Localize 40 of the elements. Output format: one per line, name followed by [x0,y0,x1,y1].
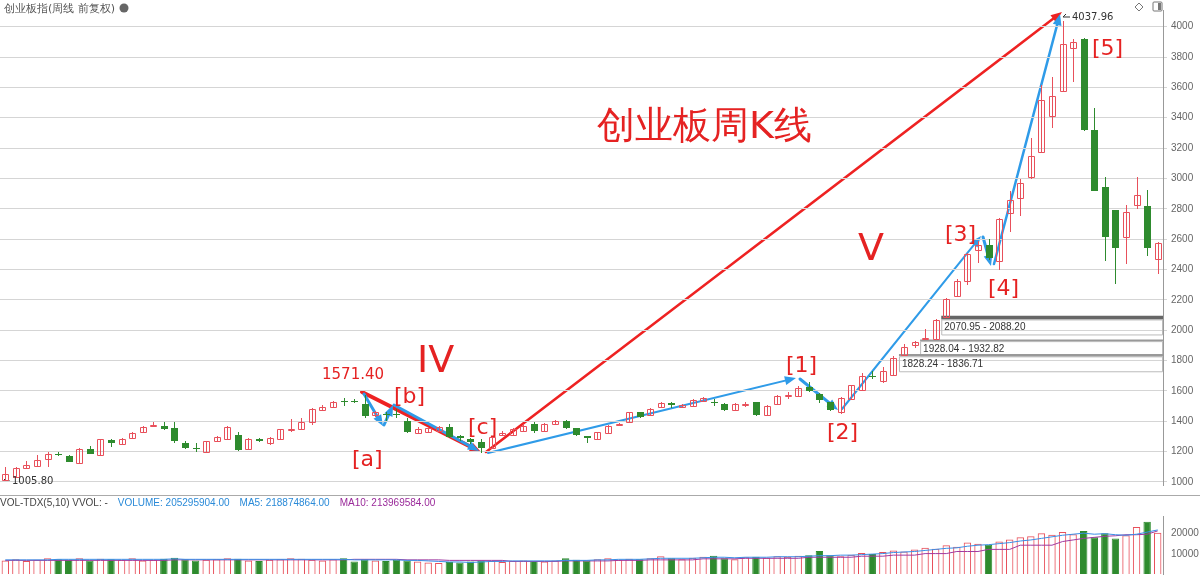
annotation: IV [417,336,455,381]
annotation: [1] [786,351,818,377]
text: VOLUME: 205295904.00 [117,497,230,508]
y-tick-label: 2000 [1171,323,1194,335]
y-tick-label: 1400 [1171,415,1194,427]
y-tick-label: 1600 [1171,384,1194,396]
annotation: [b] [394,382,426,408]
text: VOL-TDX(5,10) VVOL: - [0,497,108,508]
y-tick-label: 4000 [1171,20,1194,32]
y-tick-label: 3800 [1171,50,1194,62]
y-tick-label: 1200 [1171,445,1194,457]
annotation: 4037.96 [1072,10,1114,22]
y-tick-label: 2200 [1171,293,1194,305]
annotation: [c] [468,413,498,439]
y-tick-label: 1000 [1171,475,1194,487]
y-tick-label: 3000 [1171,172,1194,184]
band-label: 2070.95 - 2088.20 [944,321,1026,333]
band-label: 1828.24 - 1836.71 [901,358,984,370]
y-tick-label: 10000 [1171,547,1200,559]
y-tick-label: 3200 [1171,141,1194,153]
annotation: [a] [352,445,383,471]
y-tick-label: 3600 [1171,81,1194,93]
annotation: [2] [827,418,859,444]
annotation: 1571.40 [322,364,385,383]
text: MA10: 213969584.00 [339,497,436,508]
annotation: 创业板周K线 [597,102,812,147]
y-tick-label: 1800 [1171,354,1194,366]
annotation: V [858,224,884,269]
annotation: [4] [988,274,1020,300]
chart-title: 创业板指(周线 前复权) [4,1,117,16]
y-tick-label: 2800 [1171,202,1194,214]
band-label: 1928.04 - 1932.82 [923,342,1005,354]
y-tick-label: 20000 [1171,527,1200,539]
annotation: [3] [945,220,977,246]
annotation: [5] [1092,34,1124,60]
annotation: 1005.80 [12,474,54,486]
y-tick-label: 3400 [1171,111,1194,123]
y-tick-label: 2400 [1171,263,1194,275]
text: MA5: 218874864.00 [239,497,330,508]
y-tick-label: 2600 [1171,232,1194,244]
